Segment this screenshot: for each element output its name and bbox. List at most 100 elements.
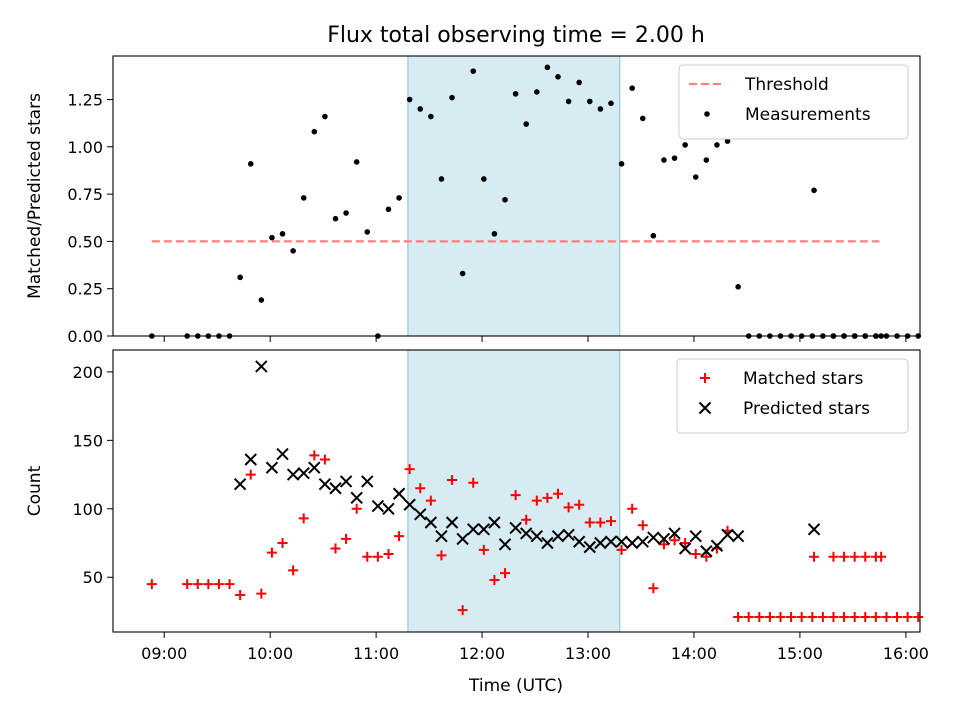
predicted-star-point (382, 502, 395, 516)
matched-star-point (817, 611, 828, 622)
matched-star-point (182, 579, 193, 590)
matched-star-point (277, 538, 288, 549)
matched-star-point (510, 490, 521, 501)
x-tick-label: 14:00 (671, 644, 717, 663)
predicted-star-point (414, 508, 427, 521)
predicted-star-point (339, 475, 353, 488)
legend-label: Predicted stars (743, 399, 870, 419)
measurement-point (512, 91, 519, 97)
predicted-star-point (807, 523, 821, 536)
measurement-point (438, 176, 445, 182)
matched-star-point (849, 551, 860, 562)
measurement-point (459, 270, 466, 277)
measurement-point (565, 98, 572, 105)
matched-star-point (362, 551, 373, 562)
matched-star-point (669, 535, 680, 546)
matched-star-point (807, 611, 818, 622)
measurement-point (534, 89, 540, 95)
predicted-star-point (371, 499, 385, 513)
matched-star-point (447, 475, 458, 486)
predicted-star-point (541, 536, 554, 550)
matched-star-point (690, 548, 701, 559)
matched-star-point (605, 516, 616, 527)
y-tick-label: 50 (83, 568, 103, 587)
matched-star-point (224, 579, 235, 590)
predicted-star-point (583, 540, 596, 554)
chart-title: Flux total observing time = 2.00 h (327, 23, 705, 48)
matched-star-point (680, 538, 691, 549)
measurement-point (661, 157, 667, 163)
matched-star-point (542, 492, 553, 503)
matched-star-point (786, 611, 797, 622)
predicted-star-point (721, 528, 734, 542)
x-tick-label: 15:00 (777, 644, 823, 663)
matched-star-point (892, 611, 903, 622)
measurement-point (322, 113, 328, 120)
series-measurements (149, 64, 922, 339)
matched-star-point (351, 503, 362, 514)
matched-star-point (383, 548, 394, 559)
measurement-point (811, 187, 817, 194)
y-tick-label: 150 (72, 431, 103, 450)
measurement-point (692, 174, 699, 180)
y-axis-label: Count (25, 465, 45, 516)
matched-star-point (849, 611, 860, 622)
observing-window-shade (407, 55, 621, 337)
measurement-point (470, 68, 477, 74)
matched-star-point (552, 488, 563, 499)
matched-star-point (860, 611, 871, 622)
x-tick-label: 12:00 (459, 644, 505, 663)
measurement-point (576, 79, 582, 86)
predicted-star-point (657, 532, 671, 546)
matched-star-point (468, 477, 479, 488)
legend-label: Threshold (744, 75, 829, 95)
y-tick-label: 0.75 (67, 185, 103, 204)
legend: Matched stars Predicted stars (676, 358, 909, 434)
x-axis-label: Time (UTC) (468, 676, 563, 696)
measurement-point (353, 159, 360, 165)
x-tick-label: 10:00 (247, 644, 293, 663)
legend-measurement-swatch (704, 111, 710, 117)
predicted-star-point (255, 360, 268, 373)
x-tick-label: 16:00 (883, 644, 929, 663)
measurement-point (258, 297, 265, 303)
matched-star-point (648, 583, 659, 594)
predicted-star-point (678, 542, 692, 555)
matched-star-point (574, 499, 585, 510)
legend-box (678, 64, 909, 140)
matched-star-point (637, 520, 648, 531)
measurement-point (650, 232, 657, 239)
matched-star-point (860, 551, 871, 562)
matched-star-point (658, 539, 669, 550)
measurement-point (300, 195, 307, 201)
predicted-star-point (435, 529, 448, 543)
predicted-star-point (700, 545, 713, 558)
matched-star-point (743, 611, 754, 622)
matched-star-point (531, 495, 542, 506)
matched-star-point (701, 551, 712, 562)
matched-star-point (192, 579, 203, 590)
matched-star-point (764, 611, 775, 622)
matched-star-point (330, 543, 341, 554)
measurement-point (639, 115, 646, 122)
matched-star-point (425, 495, 436, 506)
measurement-point (523, 121, 530, 127)
predicted-star-point (392, 487, 406, 500)
measurement-point (671, 155, 678, 161)
matched-star-point (913, 611, 924, 622)
predicted-star-point (308, 461, 321, 474)
predicted-star-point (467, 523, 480, 536)
predicted-star-point (615, 535, 628, 548)
measurement-point (618, 161, 625, 167)
measurement-point (714, 142, 720, 148)
measurement-point (724, 138, 731, 144)
measurement-point (491, 231, 498, 237)
matched-star-point (319, 454, 330, 465)
matched-star-point (457, 605, 468, 616)
predicted-star-point (445, 516, 459, 529)
matched-star-point (828, 611, 839, 622)
legend-box (676, 358, 909, 434)
matched-star-point (839, 551, 850, 562)
matched-star-point (839, 611, 850, 622)
